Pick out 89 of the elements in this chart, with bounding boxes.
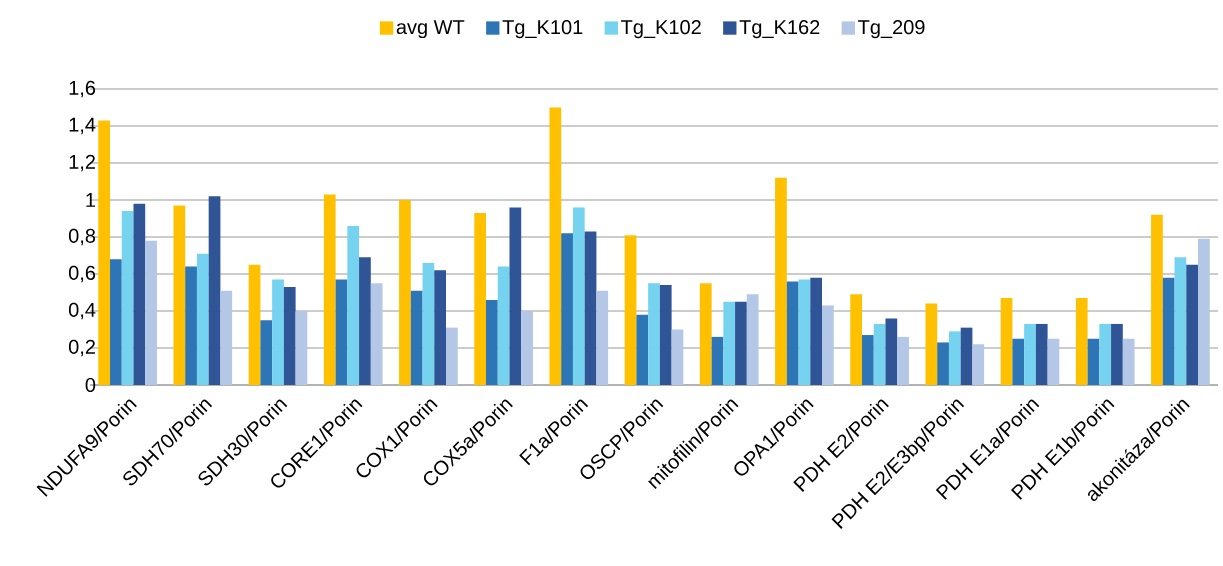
legend-label: Tg_K101 [502, 20, 583, 39]
legend-label: Tg_209 [858, 20, 925, 39]
bar [850, 294, 863, 385]
bar [359, 257, 371, 385]
bar [873, 323, 886, 385]
bar [521, 310, 533, 385]
y-tick-label: 1,4 [69, 117, 96, 135]
bar [509, 207, 522, 385]
bar [133, 203, 146, 385]
bar [283, 286, 296, 385]
bar [1162, 277, 1175, 385]
bar [220, 290, 233, 385]
y-tick-label: 0,6 [68, 265, 96, 283]
legend-label: avg WT [396, 20, 465, 39]
bar [422, 262, 435, 385]
y-tick-label: 0,8 [68, 228, 96, 246]
legend-label: Tg_K102 [621, 20, 701, 39]
bar [347, 225, 360, 385]
bar [1111, 323, 1123, 385]
bar [145, 240, 157, 385]
bar [410, 290, 423, 385]
bar [549, 107, 562, 385]
bar [1012, 338, 1025, 385]
y-tick-label: 1,6 [69, 80, 96, 98]
bar [735, 301, 747, 385]
bar [399, 199, 411, 385]
bar [648, 283, 660, 385]
bar [948, 331, 961, 385]
bar [897, 336, 909, 385]
bar [474, 212, 487, 385]
bar [885, 318, 898, 385]
bar [862, 335, 874, 385]
bar [272, 279, 284, 385]
bar [810, 277, 823, 385]
bar [248, 264, 261, 385]
bar [335, 279, 348, 385]
bar [1075, 298, 1088, 385]
bar [572, 207, 585, 385]
bar [1198, 238, 1210, 385]
y-tick-label: 1 [86, 193, 95, 207]
bar [1024, 323, 1036, 385]
y-tick-label: 0,2 [68, 339, 95, 357]
bar [636, 314, 649, 385]
bar [925, 303, 938, 385]
bar [98, 120, 111, 385]
bar [370, 283, 383, 385]
bar [937, 342, 949, 385]
bar [434, 270, 446, 385]
bar [596, 290, 609, 385]
bar [584, 231, 597, 385]
bar [1122, 338, 1135, 385]
bar [624, 235, 637, 385]
bar [1035, 323, 1048, 385]
bar [1000, 298, 1013, 385]
bar [323, 194, 336, 385]
bar [208, 196, 221, 385]
bar [1186, 264, 1198, 385]
bar [196, 253, 209, 385]
bar [446, 327, 458, 385]
bar [786, 281, 799, 385]
bar [121, 211, 134, 385]
bar [1099, 323, 1112, 385]
bar [486, 299, 498, 385]
bar [1174, 257, 1187, 385]
bar [185, 266, 197, 385]
bar [671, 329, 684, 385]
bar [1151, 214, 1163, 385]
bar [798, 279, 811, 385]
bar [960, 327, 973, 385]
y-tick-label: 1,2 [69, 154, 95, 172]
bar [775, 177, 787, 385]
y-tick-label: 0 [85, 377, 96, 393]
bar [173, 205, 186, 385]
bar [1047, 338, 1060, 385]
bar [822, 305, 834, 385]
bar [746, 294, 759, 385]
bar [260, 320, 273, 385]
bar [659, 285, 672, 385]
bar [723, 301, 736, 385]
y-tick-label: 0,4 [68, 302, 96, 320]
bar [699, 283, 712, 385]
bar [295, 310, 308, 385]
legend-label: Tg_K162 [739, 20, 820, 39]
bar [1087, 338, 1100, 385]
bar [110, 259, 122, 385]
bar [972, 344, 985, 385]
bar [711, 336, 724, 385]
bar [561, 233, 573, 385]
bar [497, 266, 510, 385]
